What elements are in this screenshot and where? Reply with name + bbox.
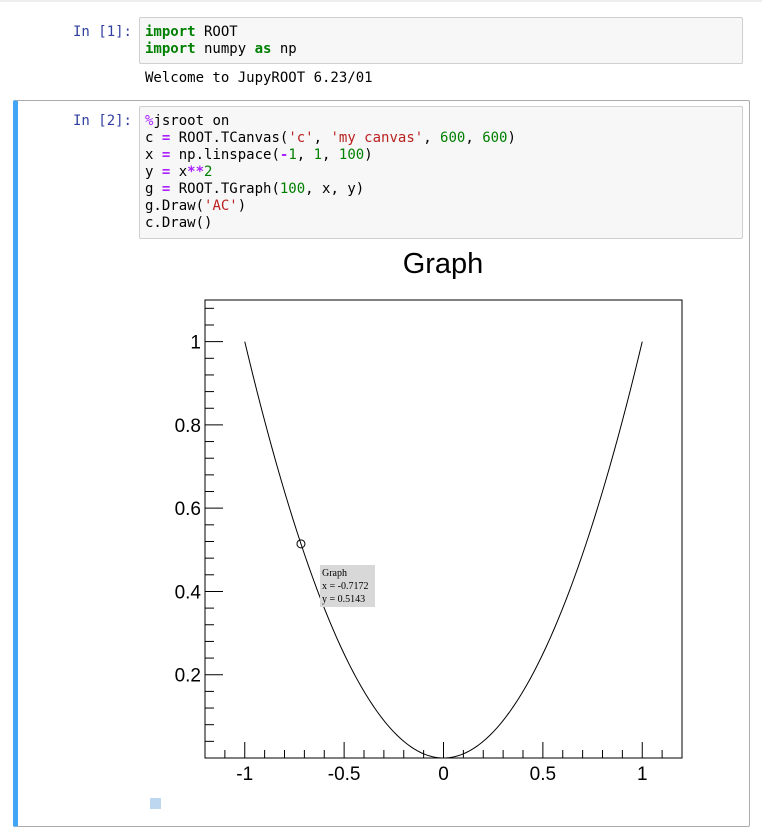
code-token: x	[170, 164, 188, 180]
code-line: y = x**2	[145, 164, 742, 181]
code-token: np	[271, 41, 297, 57]
tooltip-x: x = -0.7172	[322, 581, 368, 592]
tooltip-box	[320, 565, 375, 607]
code-line: c = ROOT.TCanvas('c', 'my canvas', 600, …	[145, 130, 742, 147]
tooltip: Graph x = -0.7172 y = 0.5143	[320, 565, 375, 607]
jsroot-menu-button[interactable]	[150, 798, 161, 809]
cell-2-code-input[interactable]: %jsroot on c = ROOT.TCanvas('c', 'my canv…	[139, 106, 743, 239]
code-token: 'c'	[288, 130, 314, 146]
code-token: **	[187, 164, 205, 180]
y-tick-label: 0.8	[175, 416, 201, 437]
x-tick-label: -1	[236, 764, 253, 785]
code-token: =	[161, 181, 171, 197]
code-token: -	[279, 147, 289, 163]
y-tick-label: 0.6	[175, 499, 201, 520]
code-token: ROOT	[195, 24, 238, 40]
x-tick-label: 0.5	[530, 764, 556, 785]
code-line: g = ROOT.TGraph(100, x, y)	[145, 181, 742, 198]
cell-1-output: Welcome to JupyROOT 6.23/01	[145, 70, 373, 86]
x-tick-label: -0.5	[328, 764, 361, 785]
code-token: 100	[338, 147, 365, 163]
code-line: g.Draw('AC')	[145, 198, 742, 215]
code-token: import	[145, 41, 196, 57]
code-token: ROOT.TCanvas(	[170, 130, 289, 146]
code-line: import ROOT	[145, 24, 742, 41]
tooltip-title: Graph	[322, 568, 347, 579]
code-token: 600	[440, 130, 466, 146]
code-token: =	[161, 147, 171, 163]
code-token: ,	[423, 130, 441, 146]
code-token: ,	[296, 147, 314, 163]
code-token: g.Draw(	[145, 198, 205, 214]
code-line: x = np.linspace(-1, 1, 100)	[145, 147, 742, 164]
code-token: ,	[313, 130, 331, 146]
selected-cell-frame[interactable]	[13, 100, 750, 827]
code-token: )	[237, 198, 247, 214]
plot-frame	[204, 299, 683, 759]
chart-title: Graph	[403, 248, 484, 280]
code-token: ROOT.TGraph(	[170, 181, 280, 197]
code-line: c.Draw()	[145, 215, 742, 232]
code-token: %	[145, 113, 154, 129]
code-token: c.Draw()	[145, 215, 213, 231]
code-token: 2	[204, 164, 213, 180]
code-token: 1	[313, 147, 323, 163]
cell-1-code-input[interactable]: import ROOT import numpy as np	[139, 17, 743, 64]
code-line: %jsroot on	[145, 113, 742, 130]
x-tick-label: 1	[637, 764, 648, 785]
code-token: 'AC'	[204, 198, 238, 214]
code-token: y	[145, 164, 162, 180]
code-token: as	[254, 41, 272, 57]
code-line: import numpy as np	[145, 41, 742, 58]
code-token: jsroot on	[153, 113, 230, 129]
hover-point-marker	[296, 539, 306, 549]
y-tick-label: 1	[190, 333, 201, 354]
cell-2-prompt: In [2]:	[72, 113, 132, 129]
series-line	[244, 341, 643, 759]
code-token: ,	[322, 147, 339, 163]
code-token: )	[507, 130, 516, 146]
code-token: x	[145, 147, 162, 163]
code-token: )	[364, 147, 373, 163]
code-token: g	[145, 181, 162, 197]
code-token: 'my canvas'	[330, 130, 424, 146]
y-tick-label: 0.2	[175, 666, 201, 687]
y-tick-label: 0.4	[175, 582, 202, 603]
notebook-top-divider	[0, 0, 762, 2]
code-token: =	[161, 164, 171, 180]
code-token: 1	[288, 147, 297, 163]
code-token: import	[145, 24, 196, 40]
cell-1-prompt: In [1]:	[72, 24, 132, 40]
graph-canvas[interactable]: Graph -1 -0.5 0 0.5 1 0.2 0.4 0.6 0.8 1 Graph x =…	[140, 240, 740, 800]
code-token: numpy	[195, 41, 255, 57]
code-token: ,	[465, 130, 483, 146]
code-token: np.linspace(	[170, 147, 280, 163]
x-tick-label: 0	[438, 764, 449, 785]
code-token: =	[161, 130, 171, 146]
code-token: 100	[279, 181, 306, 197]
code-token: , x, y)	[305, 181, 365, 197]
tooltip-y: y = 0.5143	[322, 594, 365, 605]
code-token: 600	[482, 130, 508, 146]
code-token: c	[145, 130, 162, 146]
